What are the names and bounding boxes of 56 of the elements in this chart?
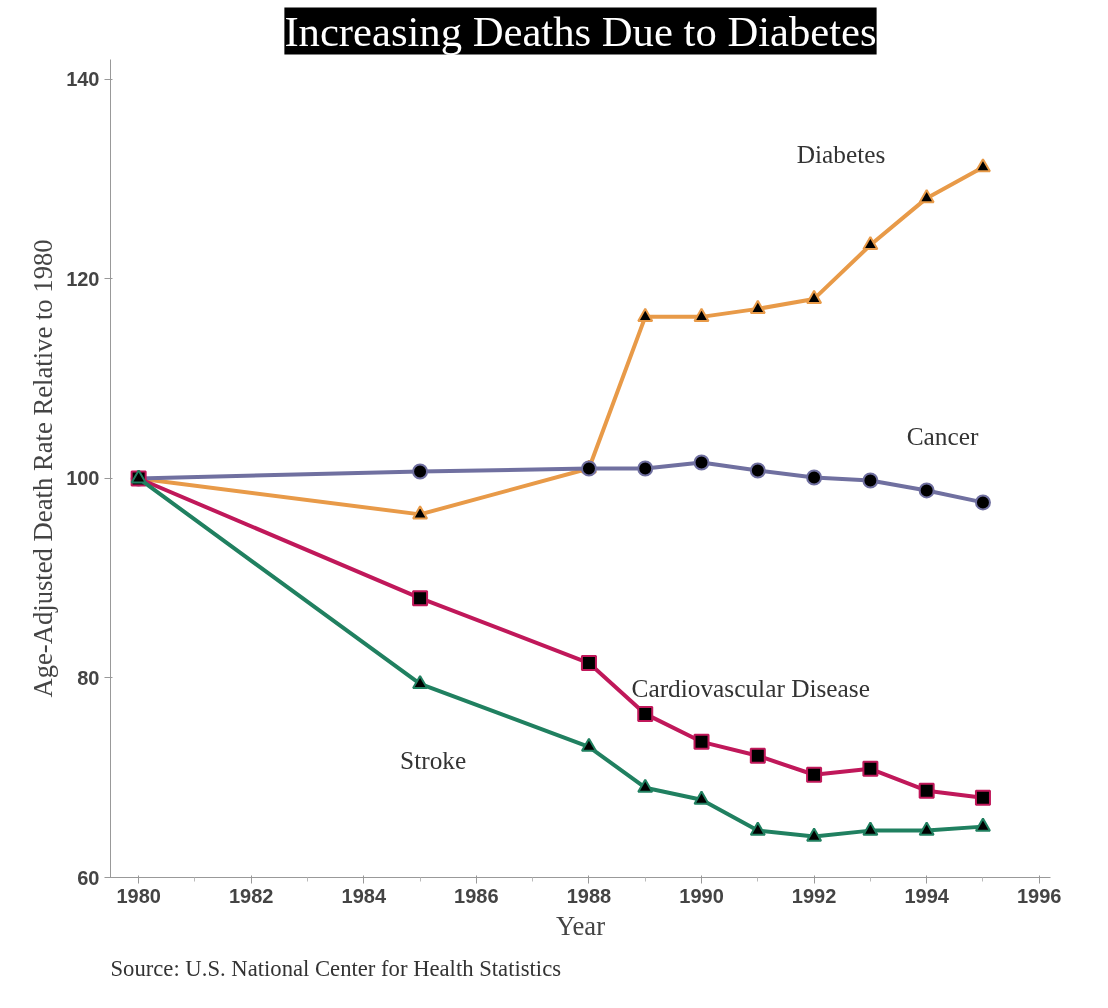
point: [974, 817, 991, 832]
x-tick-label: 1994: [904, 884, 950, 907]
point: [806, 827, 823, 842]
point: [974, 789, 991, 806]
point: [637, 460, 654, 477]
x-tick-label: 1986: [454, 884, 499, 907]
point: [693, 790, 710, 805]
x-tick-label: 1980: [116, 884, 161, 907]
x-tick-label: 1988: [566, 884, 612, 907]
point: [918, 821, 935, 836]
x-tick-label: 1984: [341, 884, 387, 907]
point: [580, 655, 597, 672]
y-tick-label: 100: [66, 467, 100, 490]
y-tick-label: 120: [66, 267, 100, 290]
point: [637, 307, 654, 322]
y-tick-label: 80: [77, 666, 100, 689]
point: [974, 494, 991, 511]
point: [693, 454, 710, 471]
point: [693, 307, 710, 322]
point: [862, 235, 879, 251]
point: [637, 705, 654, 722]
source-note: Source: U.S. National Center for Health Statistics: [110, 955, 562, 981]
point: [693, 733, 710, 750]
point: [412, 590, 429, 607]
x-tick-label: 1982: [228, 884, 274, 907]
chart-title: Increasing Deaths Due to Diabetes: [284, 7, 877, 55]
point: [806, 289, 823, 304]
point: [749, 747, 766, 764]
point: [806, 469, 823, 486]
point: [862, 821, 879, 836]
x-axis-title: Year: [555, 910, 606, 941]
y-tick-label: 140: [66, 68, 100, 91]
x-tick-label: 1990: [679, 884, 724, 907]
point: [918, 482, 935, 499]
point: [412, 505, 429, 520]
point: [580, 737, 597, 752]
series-label: Cardiovascular Disease: [631, 673, 870, 702]
point: [412, 463, 429, 480]
point: [918, 189, 935, 204]
point: [749, 462, 766, 479]
point: [637, 778, 654, 793]
point: [749, 821, 766, 836]
y-axis-title: Age-Adjusted Death Rate Relative to 1980: [28, 239, 59, 698]
point: [862, 760, 879, 777]
point: [412, 674, 429, 690]
x-tick-label: 1996: [1017, 884, 1062, 907]
point: [918, 782, 935, 799]
series-label: Stroke: [400, 745, 467, 774]
x-tick-label: 1992: [791, 884, 837, 907]
point: [806, 766, 823, 783]
point: [749, 299, 766, 314]
point: [974, 158, 991, 173]
y-tick-label: 60: [77, 866, 100, 889]
series-label: Diabetes: [796, 140, 886, 169]
series-label: Cancer: [906, 422, 979, 451]
point: [862, 472, 879, 489]
